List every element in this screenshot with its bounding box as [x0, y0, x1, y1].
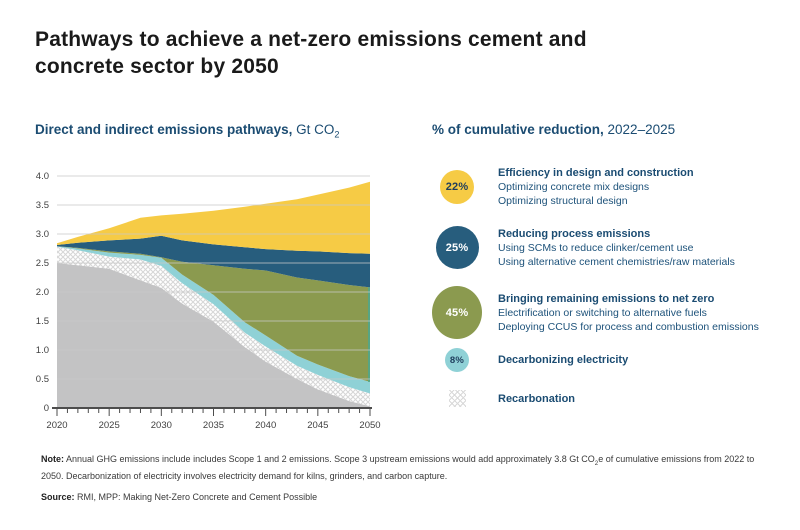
legend-marker-cell	[432, 390, 482, 407]
legend-item-subline: Electrification or switching to alternat…	[498, 306, 707, 319]
source-label: Source:	[41, 491, 75, 502]
source-text: RMI, MPP: Making Net-Zero Concrete and C…	[74, 491, 318, 502]
y-tick-label: 0	[44, 403, 49, 414]
chart-heading: Direct and indirect emissions pathways, …	[35, 122, 339, 140]
area-reducing-process-emissions	[57, 235, 370, 288]
legend-percent-circle: 25%	[435, 226, 479, 269]
chart-heading-unit: Gt CO	[292, 122, 335, 137]
note-text-1: Annual GHG emissions include includes Sc…	[64, 454, 595, 464]
page-title-line2: concrete sector by 2050	[35, 55, 279, 78]
legend-item-title: Decarbonizing electricity	[498, 354, 629, 366]
page-title: Pathways to achieve a net-zero emissions…	[35, 26, 675, 80]
legend-item-title: Efficiency in design and construction	[498, 167, 694, 179]
legend-heading-period: 2022–2025	[603, 122, 676, 137]
legend-percent-label: 8%	[449, 354, 465, 366]
y-tick-label: 3.5	[36, 200, 49, 211]
x-tick-label: 2035	[203, 420, 224, 431]
footnote: Note: Annual GHG emissions include inclu…	[41, 453, 773, 503]
page-title-line1: Pathways to achieve a net-zero emissions…	[35, 28, 587, 51]
y-tick-label: 4.0	[36, 171, 49, 182]
area-bringing-remaining-emissions-to-net-zero	[57, 246, 370, 382]
chart-heading-bold: Direct and indirect emissions pathways,	[35, 122, 293, 137]
area-recarbonation	[57, 246, 370, 407]
legend-heading: % of cumulative reduction, 2022–2025	[432, 122, 675, 137]
legend-item-text: Reducing process emissions Using SCMs to…	[498, 227, 735, 269]
y-tick-label: 2.5	[36, 258, 49, 269]
legend-heading-bold: % of cumulative reduction,	[432, 122, 604, 137]
legend-percent-circle: 22%	[440, 170, 474, 204]
legend-item-text: Decarbonizing electricity	[498, 353, 628, 367]
note-label: Note:	[41, 454, 64, 464]
legend-item-title: Recarbonation	[498, 392, 576, 405]
y-tick-label: 3.0	[36, 229, 49, 240]
legend-item: 8% Decarbonizing electricity	[432, 348, 792, 372]
legend-marker-cell: 45%	[432, 286, 482, 339]
x-tick-label: 2050	[359, 420, 380, 431]
legend-item-text: Recarbonation	[498, 392, 575, 406]
legend-marker-cell: 8%	[432, 348, 482, 372]
y-tick-label: 2.0	[36, 287, 49, 298]
y-tick-label: 1.0	[36, 345, 49, 356]
legend-item: Recarbonation	[432, 390, 792, 407]
cumulative-reduction-legend: 22% Efficiency in design and constructio…	[432, 158, 792, 428]
legend-percent-circle: 45%	[432, 286, 482, 339]
legend-item-title: Bringing remaining emissions to net zero	[498, 292, 715, 305]
area-remaining-emissions	[57, 263, 370, 408]
note-co2-sub: 2	[594, 459, 599, 467]
legend-percent-label: 22%	[445, 181, 469, 193]
legend-item-subline: Optimizing structural design	[498, 195, 628, 207]
legend-percent-label: 45%	[445, 306, 469, 319]
legend-item-subline: Optimizing concrete mix designs	[498, 181, 650, 193]
x-tick-label: 2020	[46, 420, 67, 431]
legend-percent-circle: 8%	[445, 348, 469, 372]
y-tick-label: 1.5	[36, 316, 49, 327]
legend-item-text: Bringing remaining emissions to net zero…	[498, 292, 759, 334]
legend-item-subline: Using SCMs to reduce clinker/cement use	[498, 241, 694, 254]
note-text-2: e of cumulative emissions from 2022 to 2…	[41, 454, 755, 482]
legend-item-text: Efficiency in design and construction Op…	[498, 166, 694, 208]
legend-item-title: Reducing process emissions	[498, 227, 651, 240]
legend-marker-cell: 22%	[432, 170, 482, 204]
legend-marker-cell: 25%	[432, 226, 482, 269]
x-tick-label: 2045	[307, 420, 328, 431]
area-efficiency-in-design-and-construction	[57, 181, 370, 254]
legend-item: 25% Reducing process emissions Using SCM…	[432, 226, 792, 269]
footnote-note: Note: Annual GHG emissions include inclu…	[41, 453, 773, 483]
x-tick-label: 2030	[151, 420, 172, 431]
y-tick-label: 0.5	[36, 374, 49, 385]
legend-item: 45% Bringing remaining emissions to net …	[432, 286, 792, 339]
emissions-area-chart-svg: 2020 2025 2030 2035 2040 2045 2050 0 0.5 1.0 1.5 2.…	[36, 171, 381, 431]
legend-item-subline: Using alternative cement chemistries/raw…	[498, 255, 735, 268]
legend-percent-label: 25%	[445, 241, 469, 254]
x-tick-label: 2025	[99, 420, 120, 431]
legend-item: 22% Efficiency in design and constructio…	[432, 166, 792, 208]
area-decarbonizing-electricity	[57, 246, 370, 394]
footnote-source: Source: RMI, MPP: Making Net-Zero Concre…	[41, 491, 773, 504]
x-tick-label: 2040	[255, 420, 276, 431]
legend-item-subline: Deploying CCUS for process and combustio…	[498, 320, 759, 333]
emissions-area-chart: 2020 2025 2030 2035 2040 2045 2050 0 0.5 1.0 1.5 2.…	[28, 162, 388, 434]
chart-heading-unit-sub: 2	[334, 129, 340, 140]
recarbonation-hatch-swatch	[448, 390, 466, 407]
